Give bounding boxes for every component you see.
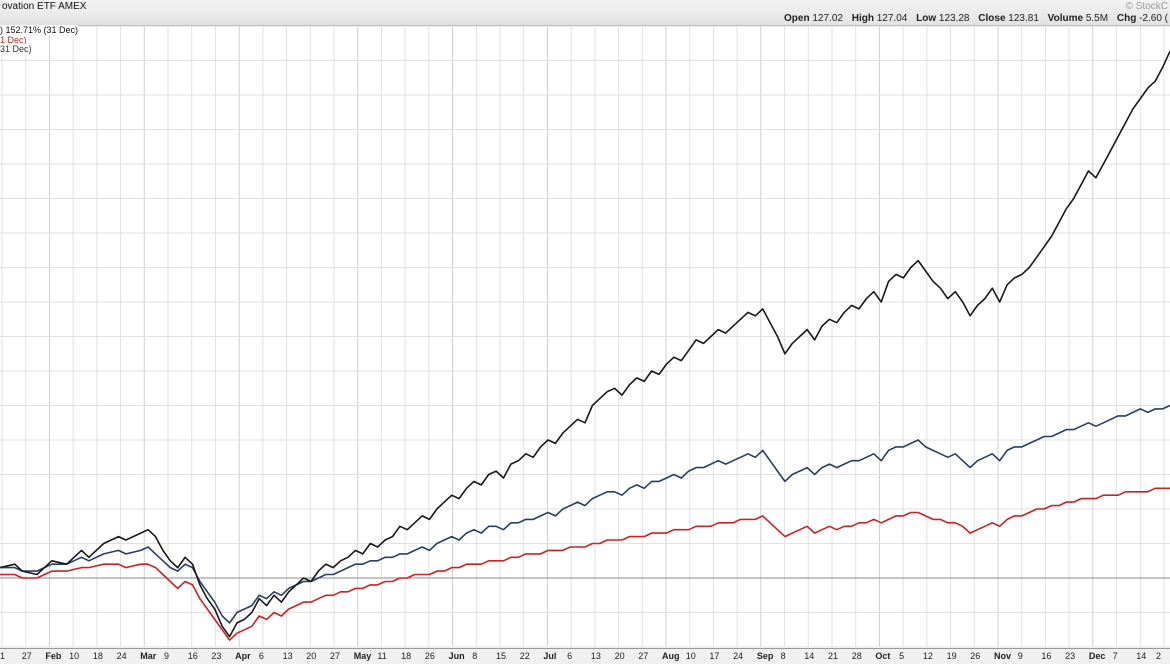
series-line-blue bbox=[0, 404, 1170, 624]
x-tick-label: Dec bbox=[1088, 651, 1106, 661]
x-tick-label: 23 bbox=[211, 651, 222, 661]
x-axis: 1 27 Feb 10 18 24 Mar 9 16 23 Apr 6 13 20 27 May 11 18 26 J… bbox=[0, 648, 1170, 664]
x-tick-label: 28 bbox=[851, 651, 862, 661]
x-tick-label: 21 bbox=[828, 651, 839, 661]
x-tick-label: 6 bbox=[258, 651, 264, 661]
x-tick-label: 26 bbox=[970, 651, 981, 661]
volume-label: Volume bbox=[1047, 13, 1084, 24]
legend-entry-red: 1 Dec) bbox=[0, 35, 27, 45]
x-tick-label: 10 bbox=[685, 651, 696, 661]
x-tick-label: 27 bbox=[330, 651, 341, 661]
x-tick-label: 16 bbox=[1041, 651, 1052, 661]
x-tick-label: 27 bbox=[638, 651, 649, 661]
chart-grid bbox=[0, 25, 1170, 648]
x-tick-label: 24 bbox=[116, 651, 127, 661]
x-tick-label: 8 bbox=[780, 651, 786, 661]
x-tick-label: 7 bbox=[1112, 651, 1118, 661]
x-tick-label: 10 bbox=[69, 651, 80, 661]
x-tick-label: 26 bbox=[424, 651, 435, 661]
legend-entry-black: ) 152.71% (31 Dec) bbox=[0, 25, 79, 35]
x-tick-label: Sep bbox=[756, 651, 774, 661]
x-tick-label: Apr bbox=[235, 651, 251, 661]
x-tick-label: Jul bbox=[543, 651, 557, 661]
x-tick-label: May bbox=[353, 651, 372, 661]
volume-value: 5.5M bbox=[1085, 13, 1109, 24]
x-tick-label: Aug bbox=[662, 651, 680, 661]
x-tick-label: 14 bbox=[1136, 651, 1147, 661]
x-tick-label: Feb bbox=[45, 651, 62, 661]
x-tick-label: 16 bbox=[187, 651, 198, 661]
x-tick-label: Oct bbox=[875, 651, 891, 661]
x-tick-label: 18 bbox=[401, 651, 412, 661]
low-value: 123.28 bbox=[938, 13, 970, 24]
close-label: Close bbox=[978, 13, 1006, 24]
x-tick-label: Mar bbox=[140, 651, 157, 661]
x-tick-label: 24 bbox=[733, 651, 744, 661]
low-label: Low bbox=[916, 13, 937, 24]
x-tick-label: 11 bbox=[377, 651, 387, 661]
x-tick-label: 27 bbox=[21, 651, 32, 661]
x-tick-label: 14 bbox=[804, 651, 815, 661]
ohlc-readout: Open 127.02 High 127.04 Low 123.28 Close… bbox=[778, 13, 1168, 24]
x-tick-label: 18 bbox=[92, 651, 103, 661]
chg-label: Chg bbox=[1116, 13, 1137, 24]
high-label: High bbox=[851, 13, 874, 24]
x-tick-label: 8 bbox=[472, 651, 478, 661]
x-tick-label: 15 bbox=[496, 651, 507, 661]
open-label: Open bbox=[784, 13, 810, 24]
x-tick-label: 12 bbox=[922, 651, 933, 661]
x-tick-label: 22 bbox=[519, 651, 530, 661]
open-value: 127.02 bbox=[812, 13, 843, 24]
stockcharts-watermark: © StockC bbox=[1125, 1, 1168, 12]
x-tick-label: 2 bbox=[1156, 651, 1162, 661]
chart-title: ovation ETF AMEX bbox=[2, 1, 87, 12]
close-value: 123.81 bbox=[1008, 13, 1039, 24]
x-tick-label: Nov bbox=[994, 651, 1012, 661]
series-line-red bbox=[0, 487, 1170, 641]
x-tick-label: 5 bbox=[899, 651, 905, 661]
high-value: 127.04 bbox=[876, 13, 908, 24]
x-tick-label: 9 bbox=[164, 651, 170, 661]
x-tick-label: 6 bbox=[567, 651, 573, 661]
chg-value: -2.60 ( bbox=[1139, 13, 1168, 24]
legend-entry-blue: 31 Dec) bbox=[0, 44, 32, 54]
x-tick-label: 23 bbox=[1065, 651, 1076, 661]
x-tick-label: 20 bbox=[306, 651, 317, 661]
series-line-black bbox=[0, 50, 1170, 638]
x-tick-label: 9 bbox=[1017, 651, 1023, 661]
x-tick-label: 20 bbox=[614, 651, 625, 661]
x-tick-label: 13 bbox=[590, 651, 601, 661]
x-tick-label: 19 bbox=[946, 651, 957, 661]
x-tick-label: 13 bbox=[282, 651, 293, 661]
chart-header: ovation ETF AMEX © StockC Open 127.02 Hi… bbox=[0, 0, 1170, 26]
x-tick-label: 1 bbox=[0, 651, 6, 661]
x-tick-label: 17 bbox=[709, 651, 720, 661]
x-tick-label: Jun bbox=[448, 651, 465, 661]
chart-series bbox=[0, 50, 1170, 641]
